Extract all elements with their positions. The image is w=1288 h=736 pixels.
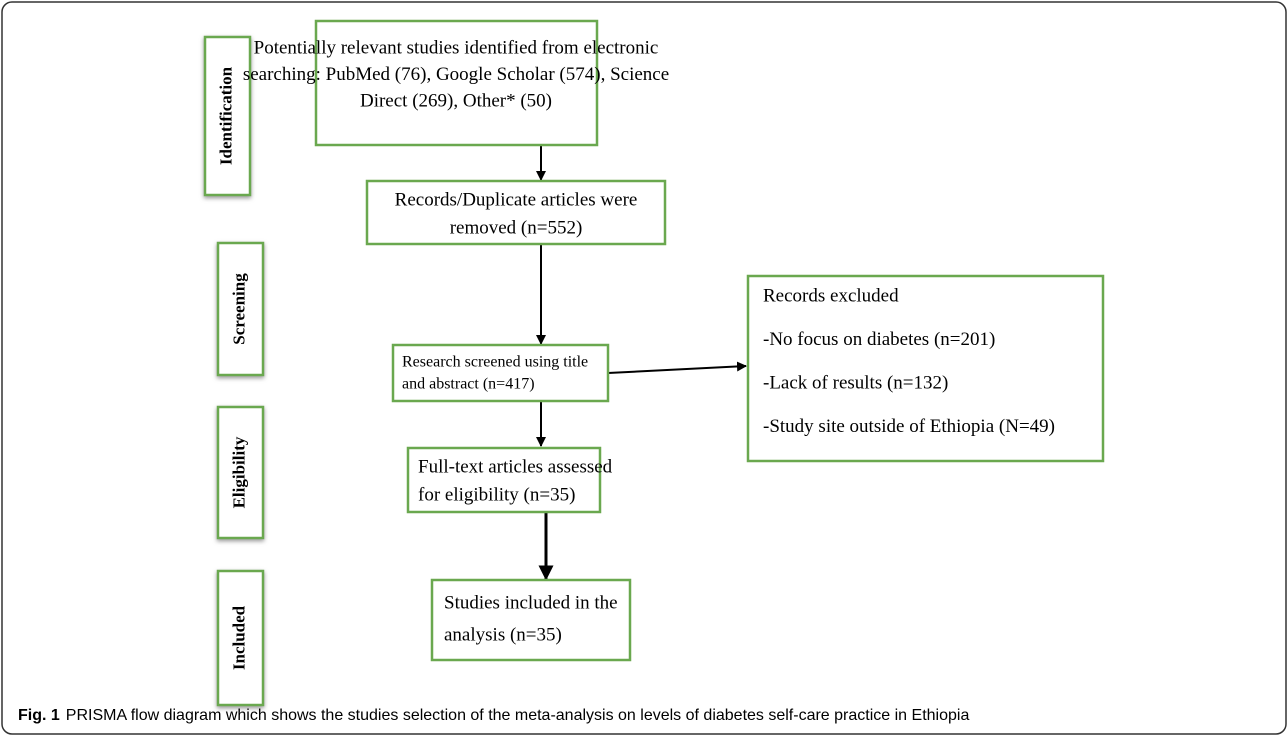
stage-label: Identification xyxy=(216,66,235,165)
stage-label: Eligibility xyxy=(229,436,248,508)
caption-label: Fig. 1 xyxy=(18,707,60,724)
node-text: Studies included in the xyxy=(444,592,618,613)
node-text: searching: PubMed (76), Google Scholar (… xyxy=(243,64,669,85)
node-box xyxy=(746,274,1105,463)
node-text: -No focus on diabetes (n=201) xyxy=(763,329,995,350)
caption: Fig. 1 PRISMA flow diagram which shows th… xyxy=(18,707,969,724)
node-text: removed (n=552) xyxy=(450,217,583,238)
node-box xyxy=(365,179,667,246)
arrows xyxy=(536,145,747,581)
node-box xyxy=(430,578,632,662)
node-text: Records/Duplicate articles were xyxy=(395,189,638,210)
node-text: Full-text articles assessed xyxy=(418,456,613,477)
stage-label: Screening xyxy=(229,273,248,345)
node-box xyxy=(406,446,602,514)
stages: Identification Screening Eligibility Includ… xyxy=(203,35,265,707)
node-text: -Lack of results (n=132) xyxy=(763,372,948,393)
caption-text: PRISMA flow diagram which shows the stud… xyxy=(66,707,970,724)
stage-box xyxy=(216,405,265,540)
stage-box xyxy=(216,569,265,707)
node-text: for eligibility (n=35) xyxy=(418,484,575,505)
node-text: Direct (269), Other* (50) xyxy=(360,90,552,111)
stage-box xyxy=(203,35,252,197)
node-text: Records excluded xyxy=(763,285,899,306)
stage-label: Included xyxy=(229,605,248,670)
nodes: Potentially relevant studies identified … xyxy=(243,19,1105,662)
node-text: and abstract (n=417) xyxy=(402,376,535,393)
node-text: -Study site outside of Ethiopia (N=49) xyxy=(763,416,1055,437)
node-text: analysis (n=35) xyxy=(444,624,562,645)
node-box xyxy=(314,19,599,147)
node-text: Potentially relevant studies identified … xyxy=(254,37,659,58)
node-box xyxy=(391,343,610,403)
stage-box xyxy=(216,241,265,377)
arrow xyxy=(607,361,747,374)
node-text: Research screened using title xyxy=(402,354,588,371)
